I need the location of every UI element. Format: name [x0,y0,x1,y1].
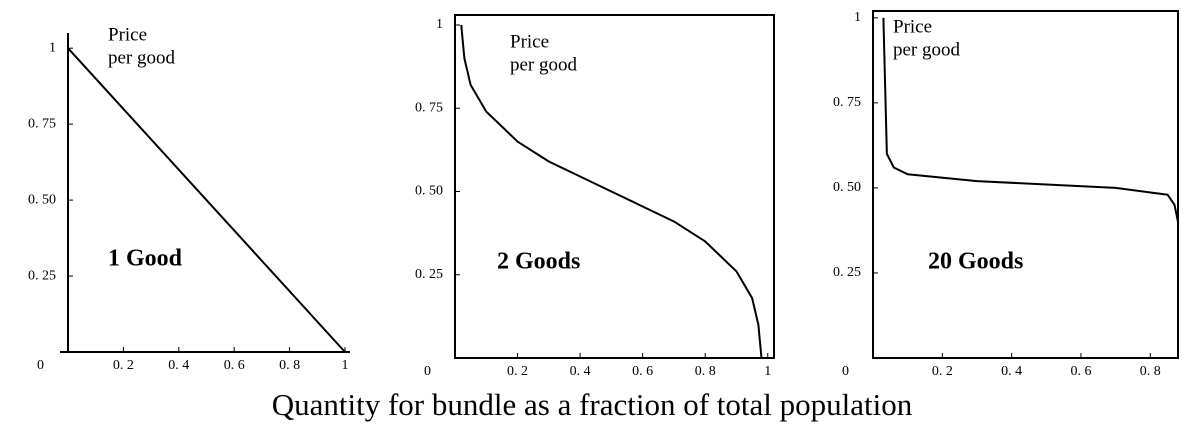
y-tick-label: 0. 50 [833,180,861,195]
x-tick-label: 0. 8 [695,364,716,379]
x-tick-label: 0. 4 [570,364,591,379]
price-curve [67,47,346,353]
y-tick-label: 0. 50 [28,192,56,207]
annotation: per good [108,47,176,68]
x-tick-label: 0. 2 [932,364,953,379]
plot-frame [872,10,1179,359]
price-curve [882,17,1179,223]
y-tick-label: 0. 75 [415,100,443,115]
annotation: Price [893,16,932,37]
x-tick-label: 0. 2 [113,358,134,373]
y-tick-label: 0. 25 [833,265,861,280]
y-tick-label: 0. 25 [28,268,56,283]
y-tick-label: 0. 75 [833,95,861,110]
y-tick-label: 0 [424,364,431,379]
x-tick-label: 0. 2 [507,364,528,379]
y-tick-label: 1 [854,10,861,25]
x-tick-label: 0. 6 [1070,364,1091,379]
annotation: per good [893,39,961,60]
plot-frame [454,14,775,359]
annotation: per good [510,54,578,75]
panel-title: 20 Goods [928,249,1023,275]
x-axis-caption: Quantity for bundle as a fraction of tot… [272,387,913,422]
y-tick-label: 0 [842,364,849,379]
x-tick-label: 0. 8 [279,358,300,373]
y-tick-label: 1 [49,40,56,55]
x-tick-label: 0. 4 [168,358,189,373]
x-tick-label: 1 [342,358,349,373]
y-tick-label: 0 [37,358,44,373]
y-tick-label: 1 [436,17,443,32]
annotation: Price [108,24,147,45]
annotation: Price [510,31,549,52]
panel-title: 1 Good [108,246,183,272]
x-tick-label: 0. 4 [1001,364,1022,379]
x-tick-label: 0. 6 [224,358,245,373]
y-tick-label: 0. 50 [415,184,443,199]
y-tick-label: 0. 75 [28,116,56,131]
panel-title: 2 Goods [497,249,580,275]
x-tick-label: 0. 6 [632,364,653,379]
price-curve [460,24,763,359]
x-tick-label: 1 [764,364,771,379]
x-tick-label: 0. 8 [1140,364,1161,379]
y-tick-label: 0. 25 [415,267,443,282]
